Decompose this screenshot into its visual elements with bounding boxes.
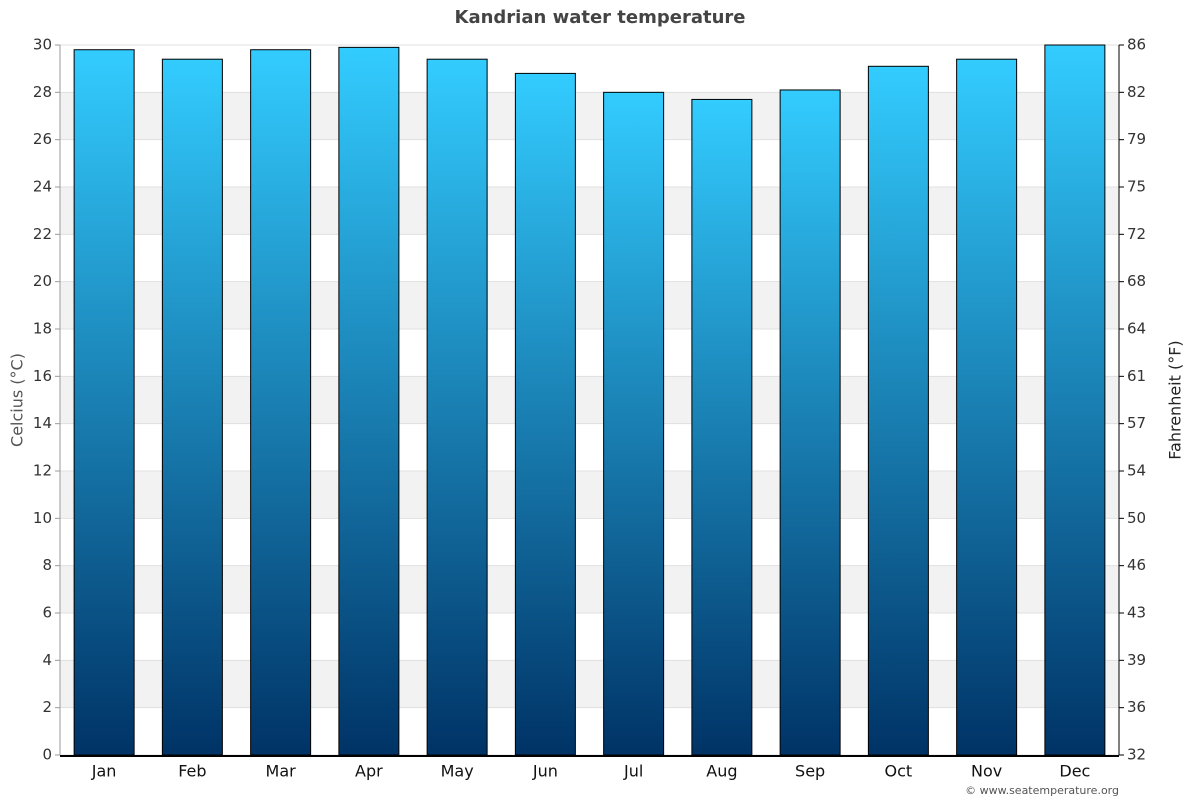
grid-band: [60, 281, 1119, 329]
y2-tick-label: 54: [1127, 462, 1146, 480]
y-tick-label: 24: [33, 178, 52, 196]
bar: [338, 46, 400, 756]
y-tick-label: 4: [42, 651, 52, 669]
bar: [514, 72, 576, 756]
y2-tick-label: 82: [1127, 83, 1146, 101]
y2-tick-label: 61: [1127, 367, 1146, 385]
y2-tick-label: 43: [1127, 604, 1146, 622]
bar: [161, 58, 223, 756]
grid-band: [60, 565, 1119, 613]
bar: [73, 49, 135, 756]
x-tick-label: Apr: [355, 762, 383, 781]
y-tick-label: 8: [42, 556, 52, 574]
y-tick-label: 28: [33, 83, 52, 101]
y-tick-label: 26: [33, 130, 52, 148]
y-axis-label: Celcius (°C): [8, 353, 27, 447]
bar: [250, 49, 312, 756]
grid-band: [60, 187, 1119, 235]
y2-tick-label: 79: [1127, 130, 1146, 148]
x-tick-label: Jun: [532, 762, 558, 781]
credit: © www.seatemperature.org: [965, 784, 1119, 797]
y2-tick-label: 32: [1127, 746, 1146, 764]
y2-tick-label: 72: [1127, 225, 1146, 243]
y-tick-label: 2: [42, 698, 52, 716]
y-tick-label: 10: [33, 509, 52, 527]
y2-tick-label: 64: [1127, 320, 1146, 338]
y2-tick-label: 39: [1127, 651, 1146, 669]
y-tick-label: 16: [33, 367, 52, 385]
y-tick-label: 18: [33, 320, 52, 338]
bar: [867, 65, 929, 756]
y-tick-label: 20: [33, 272, 52, 290]
x-tick-label: Jul: [623, 762, 643, 781]
grid-band: [60, 660, 1119, 708]
x-tick-label: Mar: [266, 762, 297, 781]
x-tick-label: Jan: [91, 762, 117, 781]
y-tick-label: 22: [33, 225, 52, 243]
chart-title: Kandrian water temperature: [455, 7, 746, 28]
y2-axis-label: Fahrenheit (°F): [1166, 340, 1185, 459]
y2-tick-label: 86: [1127, 36, 1146, 54]
y-tick-label: 14: [33, 414, 52, 432]
y2-tick-label: 50: [1127, 509, 1146, 527]
x-tick-label: May: [441, 762, 474, 781]
y-tick-label: 12: [33, 462, 52, 480]
grid-band: [60, 376, 1119, 424]
x-tick-label: Oct: [885, 762, 913, 781]
x-tick-label: Sep: [795, 762, 825, 781]
y-tick-label: 6: [42, 604, 52, 622]
grid-band: [60, 92, 1119, 140]
bar: [691, 98, 753, 756]
y-tick-label: 30: [33, 36, 52, 54]
y-tick-label: 0: [42, 746, 52, 764]
x-tick-label: Nov: [971, 762, 1002, 781]
bar: [956, 58, 1018, 756]
grid-band: [60, 471, 1119, 519]
x-tick-label: Feb: [178, 762, 206, 781]
bar: [1044, 44, 1106, 756]
y2-tick-label: 68: [1127, 272, 1146, 290]
x-tick-label: Aug: [706, 762, 737, 781]
bar: [426, 58, 488, 756]
y2-tick-label: 75: [1127, 178, 1146, 196]
bar: [603, 91, 665, 756]
x-tick-label: Dec: [1059, 762, 1090, 781]
y2-tick-label: 36: [1127, 698, 1146, 716]
bar: [779, 89, 841, 756]
y2-tick-label: 46: [1127, 556, 1146, 574]
y2-tick-label: 57: [1127, 414, 1146, 432]
